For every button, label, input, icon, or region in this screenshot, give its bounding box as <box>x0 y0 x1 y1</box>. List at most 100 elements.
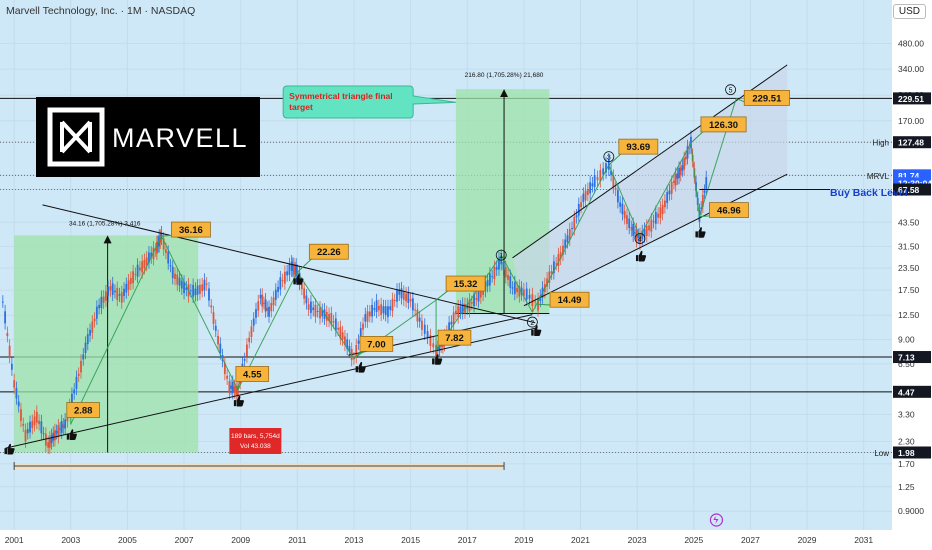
y-tick-label: 0.9000 <box>898 506 924 516</box>
candle-body <box>167 251 170 264</box>
candle-body <box>520 287 523 295</box>
candle-body <box>300 283 303 289</box>
candle-body <box>114 290 116 293</box>
candle-body <box>145 257 148 266</box>
candle-body <box>185 287 188 290</box>
measure-text-right: 216.80 (1,705.28%) 21,680 <box>465 72 544 79</box>
candle-body <box>461 303 464 314</box>
candle-body <box>75 376 78 389</box>
candle-body <box>683 158 686 170</box>
candle-body <box>398 289 401 295</box>
candle-body <box>511 287 514 289</box>
candle-body <box>148 252 150 263</box>
candle-body <box>678 167 680 179</box>
candle-body <box>35 411 38 423</box>
candle-body <box>344 336 346 345</box>
y-tick-label: 43.50 <box>898 217 920 227</box>
candle-body <box>673 180 675 184</box>
candle-body <box>537 299 539 311</box>
candle-body <box>387 306 389 318</box>
x-tick-label: 2021 <box>571 535 590 545</box>
price-marker-box <box>700 116 747 133</box>
candle-body <box>371 304 373 317</box>
candle-body <box>355 345 358 358</box>
candle-body <box>528 295 531 299</box>
candle-body <box>384 306 387 316</box>
candle-body <box>418 317 421 322</box>
price-axis-prefix: MRVL <box>867 172 890 181</box>
event-bolt-icon <box>713 516 719 524</box>
candle-body <box>293 264 295 275</box>
candle-body <box>250 326 253 337</box>
price-axis-label: 1.98 <box>898 448 915 458</box>
candle-body <box>652 221 655 223</box>
price-marker-box <box>549 291 590 308</box>
candle-body <box>348 345 351 352</box>
price-axis-label-bg <box>893 183 931 196</box>
candle-body <box>643 228 646 237</box>
candle-body <box>328 313 330 321</box>
candle-body <box>199 285 201 294</box>
candle-body <box>109 286 112 291</box>
candle-body <box>212 312 215 324</box>
price-marker-label: 36.16 <box>179 225 203 236</box>
wave-circle <box>526 316 538 328</box>
candle-body <box>217 335 219 345</box>
candle-body <box>552 261 555 274</box>
y-tick-label: 340.00 <box>898 64 924 74</box>
candle-body <box>44 433 47 446</box>
candle-body <box>1 301 4 303</box>
price-marker-label: 7.82 <box>445 333 464 344</box>
price-marker-label: 229.51 <box>752 93 782 104</box>
triangle-resistance-line <box>42 204 536 324</box>
candle-body <box>332 321 335 323</box>
currency-button[interactable]: USD <box>892 4 926 19</box>
candle-body <box>294 268 296 273</box>
candle-body <box>557 254 560 267</box>
wave-number: 3 <box>607 155 611 162</box>
price-marker-box <box>359 336 394 352</box>
candle-body <box>162 238 165 250</box>
candle-body <box>233 386 236 393</box>
candle-body <box>132 271 134 284</box>
candle-body <box>279 277 282 290</box>
wave-segment <box>608 164 641 237</box>
price-marker-box <box>235 366 270 382</box>
candle-body <box>264 299 267 312</box>
y-tick-label: 480.00 <box>898 38 924 48</box>
y-tick-label: 3.30 <box>898 409 915 419</box>
candle-body <box>319 307 321 319</box>
price-marker-label: 14.49 <box>558 295 582 306</box>
candle-body <box>477 291 480 302</box>
candle-body <box>573 217 576 230</box>
candle-body <box>116 287 119 301</box>
x-tick-label: 2011 <box>288 535 307 545</box>
price-marker-label: 22.26 <box>317 247 341 258</box>
candle-body <box>473 294 475 307</box>
candle-body <box>380 304 383 315</box>
candle-body <box>283 271 286 284</box>
candle-body <box>228 381 231 394</box>
thumbs-up-icon <box>293 274 304 285</box>
price-marker-label: 46.96 <box>717 206 741 217</box>
candle-body <box>334 318 337 331</box>
wave-circle <box>725 84 736 96</box>
candle-body <box>31 420 34 429</box>
candle-body <box>663 200 666 208</box>
candle-body <box>24 429 27 442</box>
candle-body <box>71 393 73 405</box>
candle-body <box>8 345 11 357</box>
candle-body <box>610 170 612 176</box>
candle-body <box>479 290 482 298</box>
candle-body <box>626 215 628 224</box>
price-marker-label: 7.00 <box>367 339 386 350</box>
candle-body <box>60 421 63 433</box>
symbol-title: Marvell Technology, Inc. · 1M · NASDAQ <box>6 5 196 17</box>
range-info-line1: 189 bars, 5,754d <box>231 433 280 440</box>
logo-wordmark: MARVELL <box>112 123 248 153</box>
price-marker-pointer <box>296 256 314 273</box>
candle-body <box>337 327 340 330</box>
thumbs-up-icon <box>531 325 542 337</box>
candle-body <box>389 306 392 310</box>
